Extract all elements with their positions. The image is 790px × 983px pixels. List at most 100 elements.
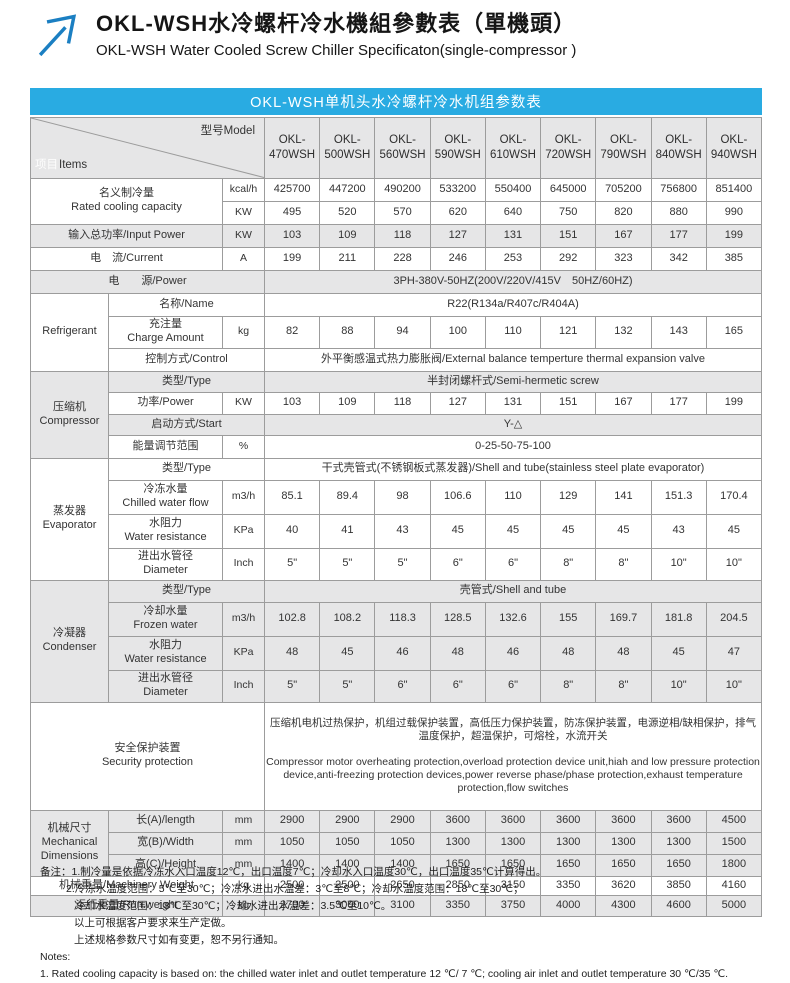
value-cell: 102.8 — [263, 601, 321, 637]
label-start-mode: 启动方式/Start — [108, 413, 265, 436]
value-cell: 127 — [429, 223, 486, 248]
value-cell: 8" — [540, 547, 597, 581]
title-block: OKL-WSH水冷螺杆冷水機組參數表（單機頭） OKL-WSH Water Co… — [96, 6, 576, 59]
label-compressor-power: 功率/Power — [108, 391, 223, 415]
value-security-protection: 压缩机电机过热保护，机组过载保护装置，高低压力保护装置，防冻保护装置，电源逆相/… — [264, 701, 762, 811]
row-evaporator-water-resistance: 水阻力 Water resistance KPa 40 41 43 45 45 45 45 4… — [31, 513, 763, 549]
value-cell: 8" — [540, 669, 597, 703]
value-cell: 131 — [484, 223, 542, 248]
value-cell: 2500 — [319, 875, 376, 896]
value-cell: 425700 — [263, 177, 321, 202]
value-cell: 8" — [595, 669, 652, 703]
value-cell: 211 — [319, 246, 376, 271]
value-cell: 45 — [595, 513, 652, 549]
label-length: 长(A)/length — [108, 809, 223, 833]
value-cell: 1650 — [429, 853, 486, 877]
value-cell: 1050 — [374, 831, 431, 855]
value-cell: 43 — [374, 513, 431, 549]
row-run-weight: 运行重量/Run weight kg 2700 3000 3100 3350 3750 4… — [30, 894, 763, 917]
value-cell: 5" — [319, 669, 376, 703]
label-condenser-water-resistance: 水阻力 Water resistance — [108, 635, 223, 671]
value-cell: 46 — [374, 635, 431, 671]
label-current: 电 流/Current — [30, 246, 223, 271]
value-cell: 199 — [705, 223, 763, 248]
value-cell: 756800 — [650, 177, 707, 202]
value-cell: 1400 — [319, 853, 376, 877]
value-cell: 131 — [484, 391, 542, 415]
value-cell: 41 — [319, 513, 376, 549]
unit-m3h: m3/h — [222, 479, 265, 515]
value-cell: 3600 — [484, 809, 542, 833]
model-header-cell: OKL- 560WSH — [374, 117, 431, 179]
label-compressor-type: 类型/Type — [108, 370, 265, 393]
value-cell: 1650 — [540, 853, 597, 877]
value-cell: 5" — [374, 547, 431, 581]
unit-kw: KW — [222, 391, 265, 415]
value-cell: 118 — [374, 223, 431, 248]
value-cell: 85.1 — [263, 479, 321, 515]
value-cell: 645000 — [540, 177, 597, 202]
logo-arrow-up-right-icon — [38, 14, 77, 57]
value-cell: 103 — [263, 391, 321, 415]
value-cell: 103 — [263, 223, 321, 248]
label-power-supply: 电 源/Power — [30, 269, 265, 294]
value-cell: 40 — [263, 513, 321, 549]
corner-model-label: 型号Model — [200, 125, 255, 137]
label-energy-regulation: 能量调节范围 — [108, 434, 223, 459]
row-width: 宽(B)/Width mm 1050 1050 1050 1300 1300 1300 13… — [31, 831, 763, 855]
value-evaporator-type: 干式壳管式(不锈钢板式蒸发器)/Shell and tube(stainless… — [264, 457, 762, 481]
value-cell: 110 — [484, 315, 542, 349]
value-cell: 620 — [429, 200, 486, 225]
value-refrigerant-name: R22(R134a/R407c/R404A) — [264, 292, 762, 317]
value-cell: 6" — [484, 547, 542, 581]
value-cell: 177 — [650, 223, 707, 248]
value-cell: 6" — [429, 669, 486, 703]
value-cell: 4300 — [595, 894, 652, 917]
label-security-protection: 安全保护装置 Security protection — [30, 701, 265, 811]
value-cell: 45 — [429, 513, 486, 549]
model-header-cell: OKL- 840WSH — [650, 117, 707, 179]
value-cell: 6" — [429, 547, 486, 581]
value-cell: 6" — [484, 669, 542, 703]
value-cell: 2900 — [319, 809, 376, 833]
unit-kcal-h: kcal/h — [222, 177, 265, 202]
value-cell: 170.4 — [705, 479, 763, 515]
label-chilled-water-flow: 冷冻水量 Chilled water flow — [108, 479, 223, 515]
note-line: 2.冷冻水温度范围：5℃至30℃；冷冻水进出水温差：3℃至8℃；冷却水温度范围：… — [66, 883, 524, 895]
spec-table: 项目Items 型号Model OKL- 470WSH OKL- 500WSH OK… — [30, 117, 763, 917]
value-cell: 48 — [595, 635, 652, 671]
value-cell: 1500 — [705, 831, 763, 855]
group-condenser: 冷凝器 Condenser — [30, 579, 109, 703]
unit-percent: % — [222, 434, 265, 459]
unit-m3h: m3/h — [222, 601, 265, 637]
value-cell: 110 — [484, 479, 542, 515]
value-cell: 3350 — [429, 894, 486, 917]
value-cell: 705200 — [595, 177, 652, 202]
corner-cell: 项目Items 型号Model — [30, 117, 265, 179]
value-cell: 45 — [319, 635, 376, 671]
value-cell: 10" — [650, 669, 707, 703]
value-cell: 851400 — [705, 177, 763, 202]
label-rated-cooling-capacity: 名义制冷量 Rated cooling capacity — [30, 177, 223, 225]
label-run-weight: 运行重量/Run weight — [30, 894, 223, 917]
table-banner: OKL-WSH单机头水冷螺杆冷水机组参数表 — [30, 88, 762, 115]
value-cell: 48 — [263, 635, 321, 671]
value-cell: 132 — [595, 315, 652, 349]
value-cell: 228 — [374, 246, 431, 271]
value-cell: 1300 — [650, 831, 707, 855]
value-cell: 1300 — [540, 831, 597, 855]
value-cell: 8" — [595, 547, 652, 581]
value-cell: 640 — [484, 200, 542, 225]
value-cell: 100 — [429, 315, 486, 349]
row-height: 高(C)/Height mm 1400 1400 1400 1650 1650 1650 1… — [31, 853, 763, 877]
unit-inch: Inch — [222, 669, 265, 703]
value-cell: 151.3 — [650, 479, 707, 515]
unit-kpa: KPa — [222, 635, 265, 671]
value-cell: 2500 — [263, 875, 321, 896]
value-cell: 1650 — [484, 853, 542, 877]
label-condenser-type: 类型/Type — [108, 579, 265, 603]
value-cell: 98 — [374, 479, 431, 515]
value-cell: 45 — [650, 635, 707, 671]
model-header-cell: OKL- 590WSH — [429, 117, 486, 179]
value-cell: 533200 — [429, 177, 486, 202]
